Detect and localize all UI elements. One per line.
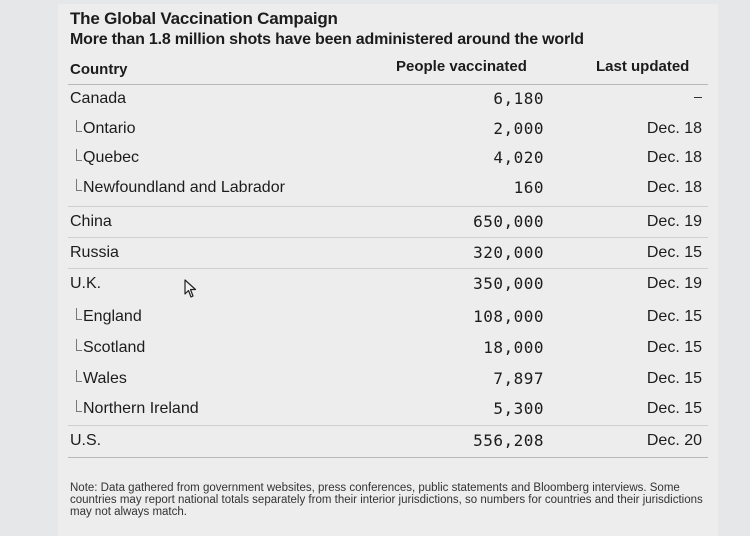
last-updated-value: Dec. 15 <box>646 400 702 417</box>
people-vaccinated-value: 160 <box>513 178 544 197</box>
country-label: Ontario <box>83 120 136 137</box>
page-title: The Global Vaccination Campaign <box>70 9 338 28</box>
table-row: Northern Ireland 5,300 Dec. 15 <box>68 396 708 426</box>
country-label: Russia <box>70 244 119 261</box>
last-updated-value: Dec. 20 <box>646 432 702 449</box>
jurisdiction-name: England <box>76 308 142 326</box>
row-divider <box>68 206 708 207</box>
people-vaccinated-value: 320,000 <box>473 243 544 262</box>
sub-row-indent-icon <box>76 179 82 191</box>
table-row: China 650,000 Dec. 19 <box>68 209 708 239</box>
people-vaccinated-value: 350,000 <box>473 274 544 293</box>
jurisdiction-name: Ontario <box>76 120 135 138</box>
country-label: Scotland <box>83 339 146 356</box>
country-label: England <box>83 308 142 325</box>
last-updated-value <box>694 90 702 108</box>
column-header-last-updated: Last updated <box>596 58 690 75</box>
people-vaccinated-value: 556,208 <box>473 431 544 450</box>
table-row: U.K. 350,000 Dec. 19 <box>68 271 708 301</box>
country-name: U.K. <box>70 275 101 293</box>
country-label: China <box>70 213 112 230</box>
table-row: Scotland 18,000 Dec. 15 <box>68 335 708 365</box>
last-updated-value: Dec. 15 <box>646 244 702 261</box>
table-row: U.S. 556,208 Dec. 20 <box>68 428 708 458</box>
mouse-pointer-icon <box>184 279 197 298</box>
sub-row-indent-icon <box>76 370 82 382</box>
table-row: Wales 7,897 Dec. 15 <box>68 366 708 396</box>
people-vaccinated-value: 18,000 <box>483 338 544 357</box>
people-vaccinated-value: 108,000 <box>473 307 544 326</box>
people-vaccinated-value: 2,000 <box>493 119 544 138</box>
table-row: Russia 320,000 Dec. 15 <box>68 240 708 270</box>
jurisdiction-name: Scotland <box>76 339 145 357</box>
country-label: U.K. <box>70 275 102 292</box>
people-vaccinated-value: 650,000 <box>473 212 544 231</box>
jurisdiction-name: Northern Ireland <box>76 400 199 418</box>
column-header-country: Country <box>70 61 128 78</box>
country-label: Quebec <box>83 149 140 166</box>
row-divider <box>68 237 708 238</box>
country-label: U.S. <box>70 432 102 449</box>
sub-row-indent-icon <box>76 339 82 351</box>
table-row: England 108,000 Dec. 15 <box>68 304 708 334</box>
sub-row-indent-icon <box>76 149 82 161</box>
country-name: U.S. <box>70 432 101 450</box>
people-vaccinated-value: 4,020 <box>493 148 544 167</box>
last-updated-value: Dec. 15 <box>646 370 702 387</box>
sub-row-indent-icon <box>76 400 82 412</box>
dash-icon <box>694 97 702 98</box>
last-updated-value: Dec. 19 <box>646 213 702 230</box>
row-divider <box>68 84 708 85</box>
country-label: Newfoundland and Labrador <box>83 179 285 196</box>
last-updated-value: Dec. 18 <box>646 179 702 196</box>
people-vaccinated-value: 6,180 <box>493 89 544 108</box>
people-vaccinated-value: 7,897 <box>493 369 544 388</box>
country-name: Russia <box>70 244 119 262</box>
row-divider <box>68 457 708 458</box>
last-updated-value: Dec. 15 <box>646 308 702 325</box>
table-row: Canada 6,180 <box>68 86 708 116</box>
row-divider <box>68 268 708 269</box>
last-updated-value: Dec. 18 <box>646 120 702 137</box>
table-row: Newfoundland and Labrador 160 Dec. 18 <box>68 175 708 205</box>
jurisdiction-name: Newfoundland and Labrador <box>76 179 285 197</box>
last-updated-value: Dec. 15 <box>646 339 702 356</box>
people-vaccinated-value: 5,300 <box>493 399 544 418</box>
country-name: Canada <box>70 90 126 108</box>
sub-row-indent-icon <box>76 308 82 320</box>
page-subtitle: More than 1.8 million shots have been ad… <box>70 31 584 48</box>
jurisdiction-name: Quebec <box>76 149 139 167</box>
last-updated-value: Dec. 18 <box>646 149 702 166</box>
table-row: Ontario 2,000 Dec. 18 <box>68 116 708 146</box>
table-row: Quebec 4,020 Dec. 18 <box>68 145 708 175</box>
country-label: Northern Ireland <box>83 400 199 417</box>
country-name: China <box>70 213 112 231</box>
row-divider <box>68 425 708 426</box>
last-updated-value: Dec. 19 <box>646 275 702 292</box>
table-card <box>58 4 718 536</box>
footnote: Note: Data gathered from government webs… <box>70 482 703 518</box>
country-label: Wales <box>83 370 127 387</box>
sub-row-indent-icon <box>76 120 82 132</box>
column-header-people-vaccinated: People vaccinated <box>396 58 527 75</box>
jurisdiction-name: Wales <box>76 370 127 388</box>
country-label: Canada <box>70 90 127 107</box>
